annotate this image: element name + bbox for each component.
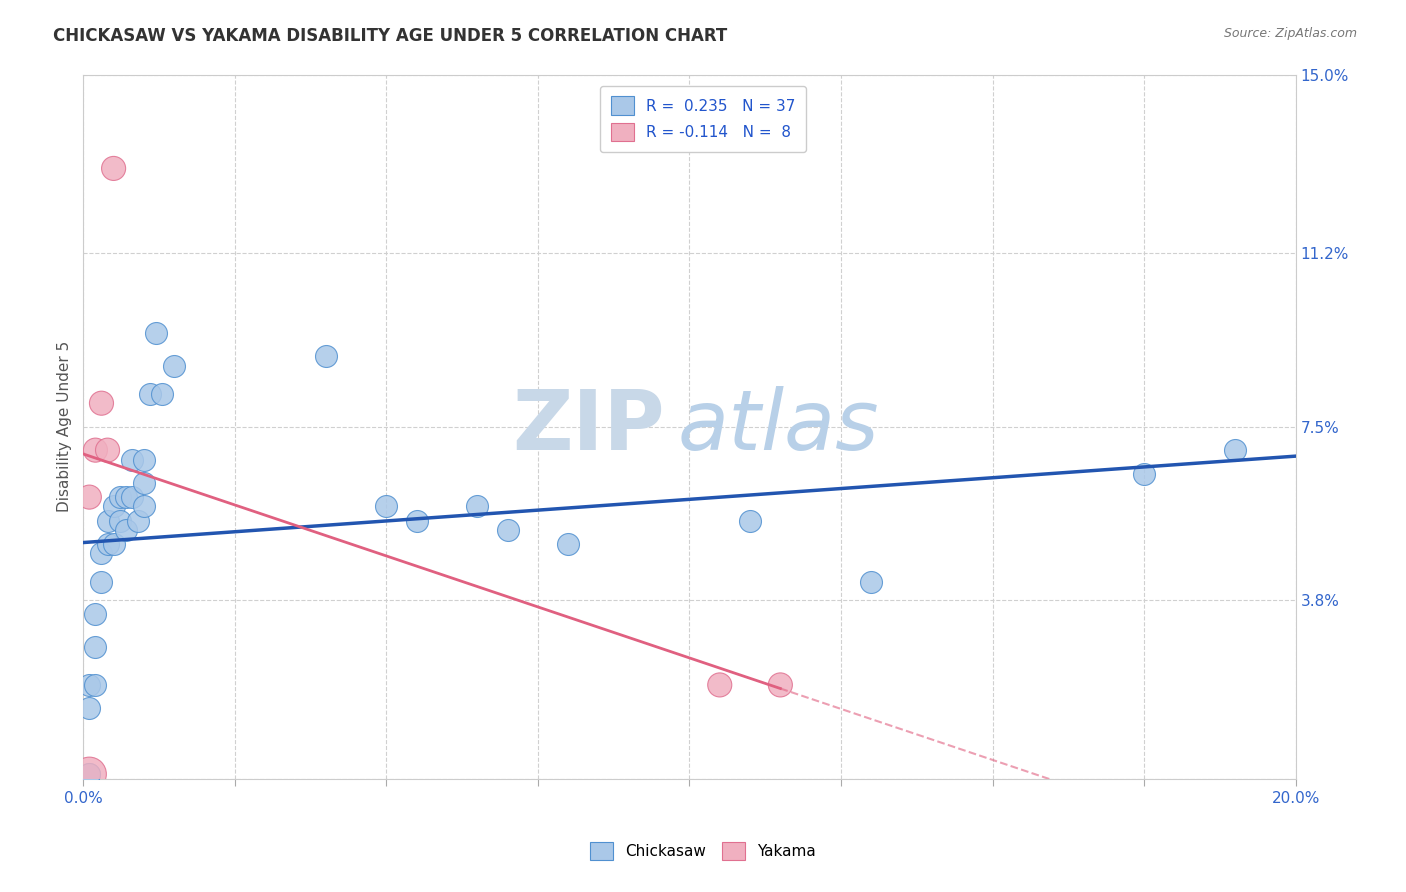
Point (1223, 443, 1246, 458)
Point (96, 443, 118, 458)
Y-axis label: Disability Age Under 5: Disability Age Under 5 (58, 341, 72, 512)
Point (132, 476, 155, 491)
Point (145, 326, 167, 340)
Point (108, 514, 131, 528)
Point (84, 678, 107, 692)
Point (375, 500, 398, 514)
Point (96, 537, 118, 551)
Point (121, 452, 143, 467)
Point (90, 546, 112, 560)
Point (132, 452, 155, 467)
Point (79, 767, 101, 781)
Point (103, 537, 125, 551)
Point (860, 574, 883, 589)
Point (557, 537, 579, 551)
Point (127, 514, 149, 528)
Point (84, 443, 107, 458)
Point (114, 523, 136, 537)
Point (79, 767, 101, 781)
Point (132, 500, 155, 514)
Text: ZIP: ZIP (513, 386, 665, 467)
Point (103, 161, 125, 176)
Point (1133, 467, 1156, 481)
Point (139, 386, 162, 401)
Point (103, 500, 125, 514)
Legend: Chickasaw, Yakama: Chickasaw, Yakama (585, 836, 821, 866)
Point (108, 490, 131, 504)
Point (121, 490, 143, 504)
Point (150, 386, 173, 401)
Text: atlas: atlas (678, 386, 879, 467)
Point (405, 514, 427, 528)
Point (84, 607, 107, 622)
Point (84, 640, 107, 655)
Text: Source: ZipAtlas.com: Source: ZipAtlas.com (1223, 27, 1357, 40)
Point (114, 490, 136, 504)
Point (315, 349, 337, 363)
Point (79, 490, 101, 504)
Point (90, 574, 112, 589)
Point (96, 514, 118, 528)
Point (496, 523, 519, 537)
Point (90, 396, 112, 410)
Point (79, 678, 101, 692)
Text: CHICKASAW VS YAKAMA DISABILITY AGE UNDER 5 CORRELATION CHART: CHICKASAW VS YAKAMA DISABILITY AGE UNDER… (53, 27, 728, 45)
Point (465, 500, 488, 514)
Point (79, 701, 101, 715)
Point (79, 767, 101, 781)
Point (769, 678, 792, 692)
Legend: R =  0.235   N = 37, R = -0.114   N =  8: R = 0.235 N = 37, R = -0.114 N = 8 (600, 86, 806, 152)
Point (738, 514, 761, 528)
Point (709, 678, 731, 692)
Point (163, 359, 186, 373)
